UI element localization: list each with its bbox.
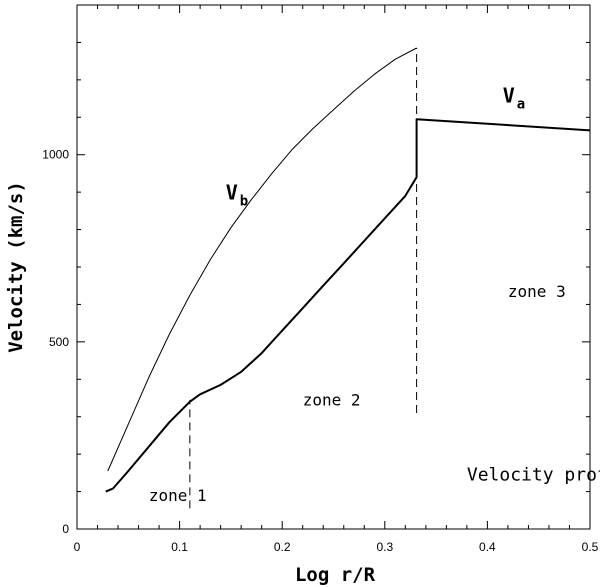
zone-label: zone 3	[508, 282, 566, 301]
curve-label-v-b: V	[226, 181, 238, 205]
curve-label-subscript: b	[240, 194, 248, 210]
x-axis-title: Log r/R	[295, 564, 376, 586]
zone-label: zone 1	[149, 486, 207, 505]
x-tick-label: 0.4	[479, 540, 496, 554]
series-line-0	[107, 47, 417, 472]
x-tick-label: 0.5	[582, 540, 599, 554]
velocity-curves	[105, 47, 591, 493]
series-line-2	[415, 118, 591, 178]
zone-label: zone 2	[303, 390, 361, 409]
x-tick-label: 0.1	[171, 540, 188, 554]
x-tick-label: 0.3	[376, 540, 393, 554]
zone-boundary-lines	[189, 48, 418, 509]
y-tick-label: 1000	[42, 148, 69, 162]
chart-title: Velocity profiles	[467, 464, 600, 485]
y-tick-label: 500	[49, 335, 69, 349]
axis-ticks	[76, 4, 591, 530]
x-tick-label: 0.2	[274, 540, 291, 554]
curve-label-v-a: V	[503, 83, 515, 107]
series-line-1	[105, 176, 418, 493]
y-axis-title: Velocity (km/s)	[5, 181, 27, 353]
zone-annotations: zone 1 zone 2 zone 3 Velocity profiles	[149, 282, 600, 505]
curve-label-subscript: a	[517, 96, 525, 112]
axis-tick-labels: 0 0.1 0.2 0.3 0.4 0.5 0 500 1000	[42, 148, 598, 554]
x-tick-label: 0	[74, 540, 81, 554]
y-tick-label: 0	[62, 522, 69, 536]
